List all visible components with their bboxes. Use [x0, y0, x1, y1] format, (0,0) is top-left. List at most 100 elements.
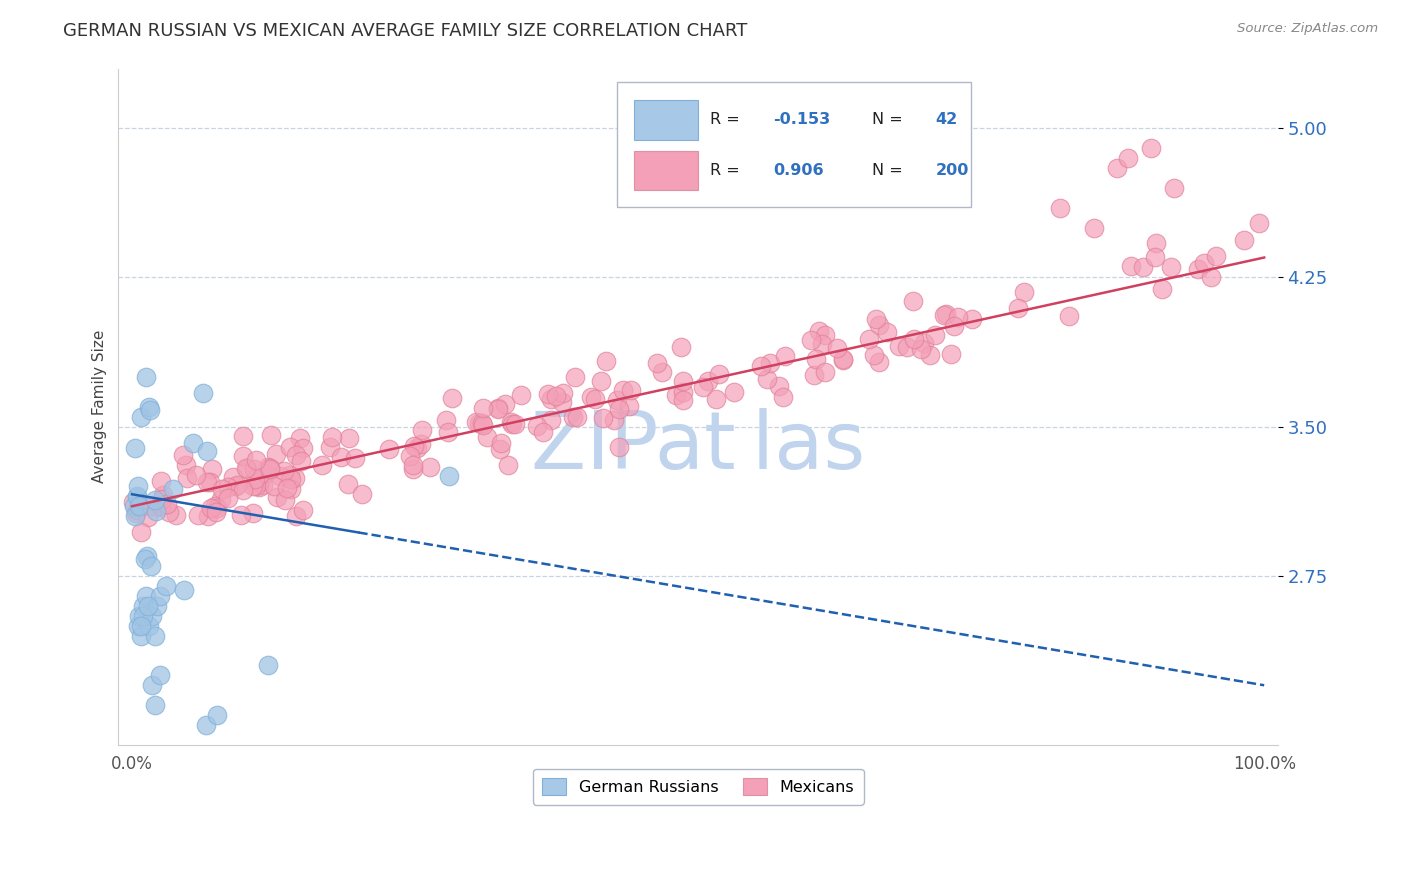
Point [564, 370, 586, 384]
Point [803, 368, 825, 382]
Point [1140, 141, 1163, 155]
Point [139, 559, 162, 574]
Point [706, 392, 728, 406]
Point [197, 508, 219, 523]
Point [205, 708, 228, 723]
Point [910, 343, 932, 357]
Point [378, 442, 401, 456]
Point [1187, 261, 1209, 276]
FancyBboxPatch shape [617, 82, 970, 207]
Point [811, 337, 834, 351]
Point [1152, 282, 1174, 296]
Point [231, 508, 253, 522]
Point [603, 413, 626, 427]
Point [498, 458, 520, 472]
Point [129, 409, 152, 424]
Legend: German Russians, Mexicans: German Russians, Mexicans [533, 769, 863, 805]
Point [247, 480, 270, 494]
Point [138, 618, 160, 632]
Point [709, 367, 731, 381]
Point [183, 436, 205, 450]
Point [125, 506, 148, 520]
Point [1057, 309, 1080, 323]
Point [209, 492, 232, 507]
Point [124, 441, 146, 455]
Point [471, 401, 494, 416]
Point [887, 339, 910, 353]
Point [772, 390, 794, 404]
Point [162, 482, 184, 496]
Point [236, 461, 259, 475]
Point [804, 351, 827, 366]
Point [551, 395, 574, 409]
Point [858, 332, 880, 346]
Point [647, 356, 669, 370]
Point [1194, 256, 1216, 270]
Point [868, 355, 890, 369]
Point [619, 399, 641, 413]
Point [127, 479, 149, 493]
Point [200, 462, 222, 476]
Point [344, 451, 367, 466]
Point [150, 491, 173, 506]
Point [135, 370, 157, 384]
Point [813, 328, 835, 343]
Point [217, 491, 239, 506]
Point [901, 293, 924, 308]
Point [143, 493, 166, 508]
Point [280, 483, 302, 497]
Point [266, 490, 288, 504]
Point [540, 392, 562, 406]
Point [288, 431, 311, 445]
Point [1160, 260, 1182, 275]
Point [280, 472, 302, 486]
Point [589, 374, 612, 388]
Point [291, 503, 314, 517]
Point [962, 311, 984, 326]
Point [129, 618, 152, 632]
Point [141, 608, 163, 623]
Point [896, 340, 918, 354]
Point [276, 481, 298, 495]
Point [157, 505, 180, 519]
Point [284, 471, 307, 485]
Point [1249, 216, 1271, 230]
Point [136, 510, 159, 524]
Point [1143, 251, 1166, 265]
Point [145, 504, 167, 518]
Point [278, 440, 301, 454]
Point [510, 388, 533, 402]
Point [232, 483, 254, 497]
Point [195, 475, 218, 490]
Point [311, 458, 333, 472]
Point [399, 449, 422, 463]
Point [405, 441, 427, 455]
Point [565, 410, 588, 425]
Point [184, 467, 207, 482]
Point [243, 461, 266, 475]
Point [868, 318, 890, 333]
Point [128, 608, 150, 623]
Point [259, 462, 281, 476]
Point [222, 469, 245, 483]
Point [135, 589, 157, 603]
Point [773, 349, 796, 363]
Point [1201, 269, 1223, 284]
Point [1007, 301, 1029, 316]
Point [475, 430, 498, 444]
Point [672, 392, 695, 407]
Point [205, 500, 228, 515]
Point [136, 599, 159, 613]
Point [941, 347, 963, 361]
Point [749, 359, 772, 373]
Point [723, 384, 745, 399]
Text: -0.153: -0.153 [773, 112, 831, 128]
Point [489, 442, 512, 456]
Point [1049, 201, 1071, 215]
Point [211, 482, 233, 496]
Point [149, 668, 172, 682]
Point [665, 388, 688, 402]
Point [125, 490, 148, 504]
Point [278, 467, 301, 482]
Point [471, 416, 494, 430]
